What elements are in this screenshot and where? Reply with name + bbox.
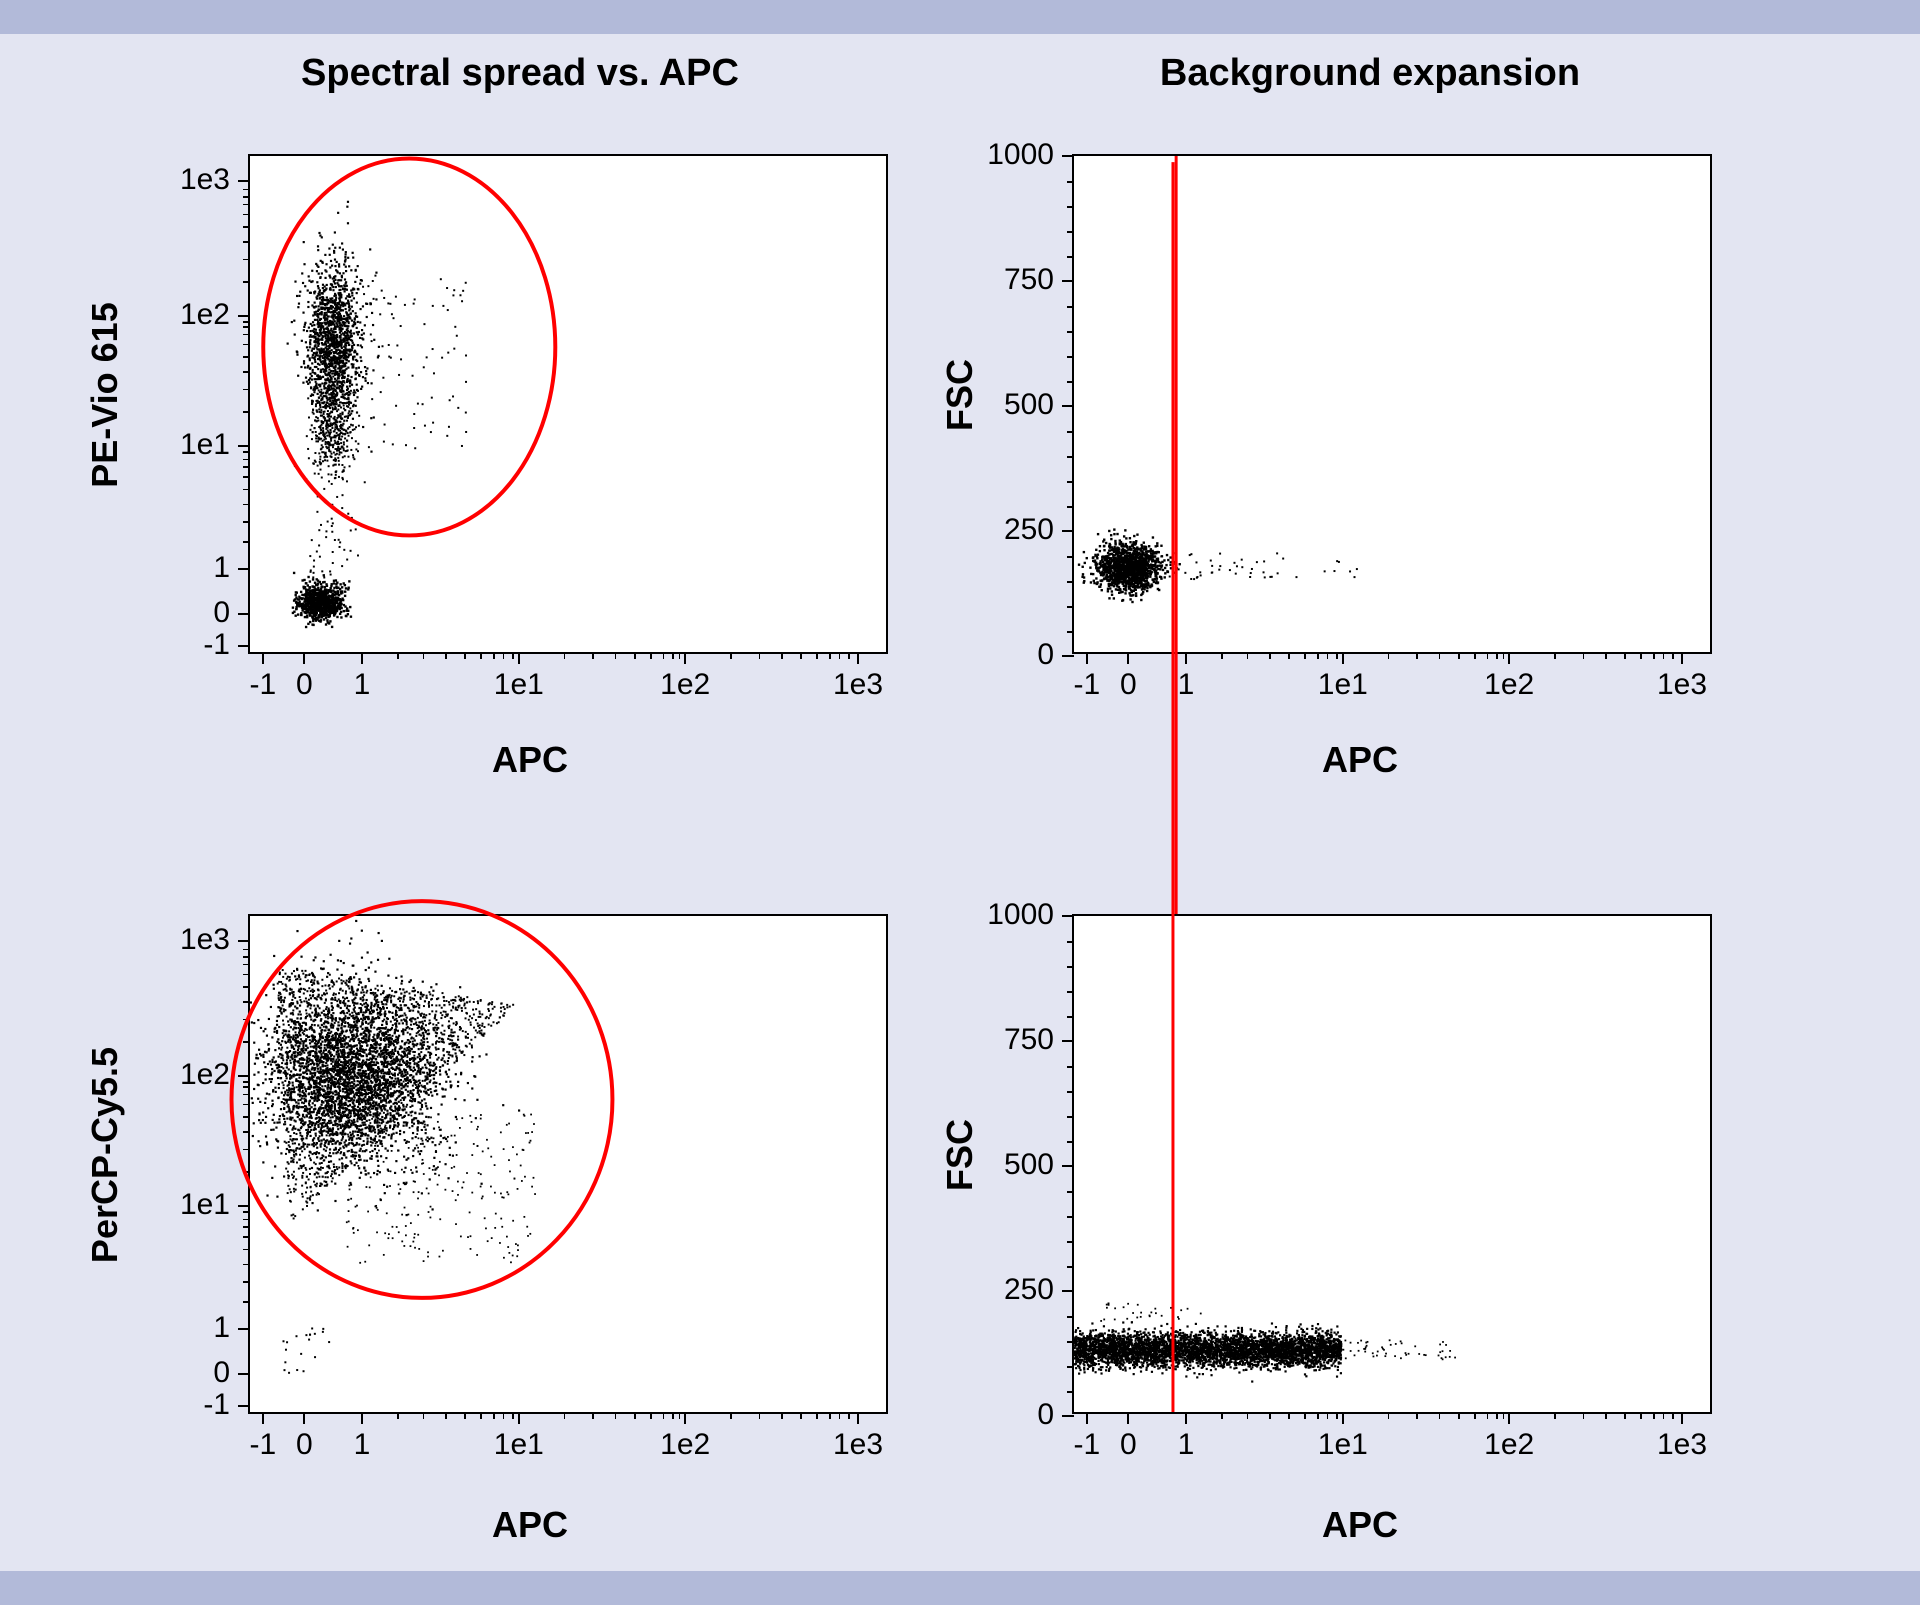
x-tick-label: 1 (332, 668, 392, 702)
bottom-bar (0, 1571, 1920, 1605)
column-title-1: Spectral spread vs. APC (220, 52, 820, 95)
y-tick-label: 250 (1004, 1273, 1054, 1307)
figure-container: Spectral spread vs. APC Background expan… (0, 0, 1920, 1605)
x-tick-label: 1e3 (1652, 668, 1712, 702)
x-tick-label: 0 (274, 668, 334, 702)
x-tick-label: 1 (1156, 668, 1216, 702)
top-bar (0, 0, 1920, 34)
y-tick-label: 1000 (987, 898, 1054, 932)
y-tick-label: 0 (213, 1356, 230, 1390)
y-tick-label: 0 (1037, 1398, 1054, 1432)
y-tick-label: 1e1 (180, 1188, 230, 1222)
scatter-svg (250, 916, 886, 1412)
scatter-plot-background-top: -1011e11e21e302505007501000 (1072, 154, 1712, 654)
y-tick-label: 1e1 (180, 428, 230, 462)
x-tick-label: 1e1 (489, 1428, 549, 1462)
x-tick-label: 1e3 (1652, 1428, 1712, 1462)
y-axis-label-p21: PerCP-Cy5.5 (84, 1005, 126, 1305)
x-tick-label: 1e2 (1479, 1428, 1539, 1462)
scatter-plot-background-bottom: -1011e11e21e302505007501000 (1072, 914, 1712, 1414)
y-tick-label: -1 (203, 628, 230, 662)
scatter-plot-spectral-pevio: -1011e11e21e3-1011e11e21e3 (248, 154, 888, 654)
column-title-2: Background expansion (1070, 52, 1670, 95)
scatter-svg (1074, 916, 1710, 1412)
x-tick-label: 1e1 (1313, 1428, 1373, 1462)
x-tick-label: 1e2 (655, 668, 715, 702)
y-axis-label-p12: FSC (939, 245, 981, 545)
panel-bg: Spectral spread vs. APC Background expan… (0, 34, 1920, 1571)
y-tick-label: 1e2 (180, 298, 230, 332)
scatter-svg (1074, 156, 1710, 652)
x-tick-label: 1 (1156, 1428, 1216, 1462)
x-tick-label: 1 (332, 1428, 392, 1462)
y-tick-label: 500 (1004, 1148, 1054, 1182)
x-axis-label-p21: APC (380, 1504, 680, 1546)
x-tick-label: 0 (1098, 668, 1158, 702)
x-tick-label: 1e3 (828, 668, 888, 702)
y-tick-label: -1 (203, 1388, 230, 1422)
x-axis-label-p12: APC (1210, 739, 1510, 781)
scatter-svg (250, 156, 886, 652)
y-axis-label-p22: FSC (939, 1005, 981, 1305)
x-tick-label: 1e3 (828, 1428, 888, 1462)
y-tick-label: 750 (1004, 1023, 1054, 1057)
y-tick-label: 1 (213, 1311, 230, 1345)
y-tick-label: 750 (1004, 263, 1054, 297)
scatter-plot-spectral-percp: -1011e11e21e3-1011e11e21e3 (248, 914, 888, 1414)
y-tick-label: 0 (213, 596, 230, 630)
x-axis-label-p22: APC (1210, 1504, 1510, 1546)
x-tick-label: 1e2 (655, 1428, 715, 1462)
x-tick-label: 1e1 (1313, 668, 1373, 702)
y-tick-label: 1e2 (180, 1058, 230, 1092)
y-tick-label: 250 (1004, 513, 1054, 547)
y-axis-label-p11: PE-Vio 615 (84, 245, 126, 545)
x-axis-label-p11: APC (380, 739, 680, 781)
y-tick-label: 1 (213, 551, 230, 585)
x-tick-label: 0 (274, 1428, 334, 1462)
y-tick-label: 1e3 (180, 163, 230, 197)
x-tick-label: 0 (1098, 1428, 1158, 1462)
y-tick-label: 1000 (987, 138, 1054, 172)
x-tick-label: 1e1 (489, 668, 549, 702)
x-tick-label: 1e2 (1479, 668, 1539, 702)
y-tick-label: 0 (1037, 638, 1054, 672)
y-tick-label: 500 (1004, 388, 1054, 422)
y-tick-label: 1e3 (180, 923, 230, 957)
